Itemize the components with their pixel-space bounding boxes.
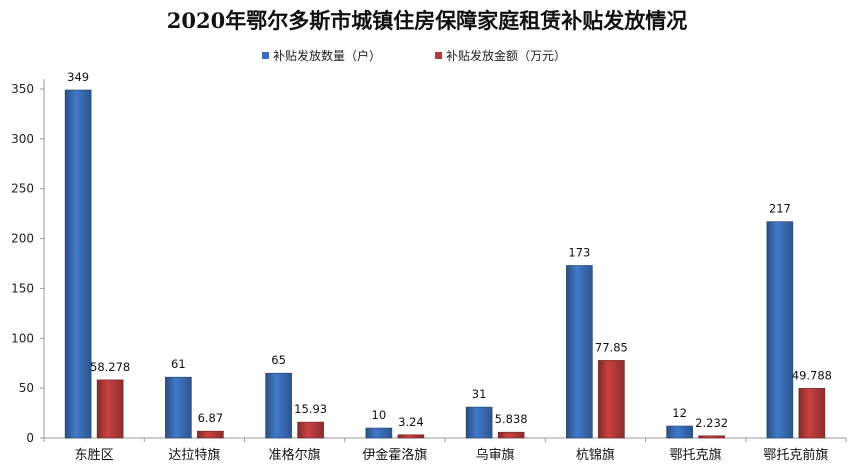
bars xyxy=(64,89,826,439)
data-label-series1-8: 217 xyxy=(769,202,791,216)
y-tick-label: 350 xyxy=(11,82,34,96)
bar-series1-6 xyxy=(566,265,593,439)
chart-title: 2020年鄂尔多斯市城镇住房保障家庭租赁补贴发放情况 xyxy=(167,8,687,33)
bar-series1-8 xyxy=(766,221,794,439)
y-tick-label: 300 xyxy=(11,132,34,146)
y-tick-label: 150 xyxy=(11,281,34,295)
bar-series2-3 xyxy=(297,421,324,439)
data-label-series1-6: 173 xyxy=(568,245,590,259)
data-label-series2-3: 15.93 xyxy=(294,402,327,416)
bar-series2-6 xyxy=(598,360,625,439)
y-tick-label: 0 xyxy=(26,431,34,445)
data-labels: 349 58.278 61 6.87 65 15.93 10 3.24 31 5.838 173 77… xyxy=(67,70,832,430)
bar-series1-7 xyxy=(666,425,693,439)
y-tick-label: 100 xyxy=(11,331,34,345)
x-tick-label: 鄂托克前旗 xyxy=(763,447,828,463)
x-tick-label: 准格尔旗 xyxy=(269,447,321,463)
legend-label-2: 补贴发放金额（万元） xyxy=(446,48,566,63)
data-label-series1-2: 61 xyxy=(171,357,186,371)
x-tick-label: 达拉特旗 xyxy=(168,447,220,463)
data-label-series1-3: 65 xyxy=(271,353,286,367)
data-label-series1-4: 10 xyxy=(372,408,387,422)
bar-series2-7 xyxy=(698,435,725,439)
data-label-series2-4: 3.24 xyxy=(398,415,424,429)
x-tick-label: 鄂托克旗 xyxy=(670,447,722,463)
bar-series1-5 xyxy=(465,406,493,439)
data-label-series2-5: 5.838 xyxy=(495,412,528,426)
y-tick-label: 250 xyxy=(11,182,34,196)
bar-series2-8 xyxy=(798,388,826,439)
y-tick-label: 50 xyxy=(19,381,34,395)
legend: 补贴发放数量（户） 补贴发放金额（万元） xyxy=(262,48,566,63)
data-label-series2-7: 2.232 xyxy=(695,416,728,430)
bar-series1-2 xyxy=(165,376,192,439)
bar-series2-4 xyxy=(397,434,425,439)
bar-series2-2 xyxy=(197,430,224,439)
bar-series1-1 xyxy=(64,89,92,439)
y-tick-label: 200 xyxy=(11,232,34,246)
legend-label-1: 补贴发放数量（户） xyxy=(273,48,381,63)
x-tick-label: 杭锦旗 xyxy=(576,447,615,463)
data-label-series1-5: 31 xyxy=(472,387,487,401)
x-tick-label: 东胜区 xyxy=(75,448,114,463)
data-label-series2-1: 58.278 xyxy=(90,360,130,374)
x-tick-label: 伊金霍洛旗 xyxy=(362,447,427,463)
axes: 0 50 100 150 200 250 300 350 东胜区 达拉特旗 准格尔旗 伊金霍洛旗 乌审旗… xyxy=(11,79,847,463)
data-label-series1-7: 12 xyxy=(672,406,687,420)
bar-series2-1 xyxy=(96,379,124,439)
data-label-series1-1: 349 xyxy=(67,70,89,84)
bar-series1-4 xyxy=(365,427,393,439)
bar-series1-3 xyxy=(265,372,292,439)
legend-swatch-1 xyxy=(262,52,269,59)
legend-swatch-2 xyxy=(435,52,442,59)
data-label-series2-2: 6.87 xyxy=(198,411,224,425)
data-label-series2-6: 77.85 xyxy=(595,340,628,354)
bar-series2-5 xyxy=(497,431,525,439)
data-label-series2-8: 49.788 xyxy=(792,368,832,382)
x-tick-label: 乌审旗 xyxy=(476,447,515,463)
